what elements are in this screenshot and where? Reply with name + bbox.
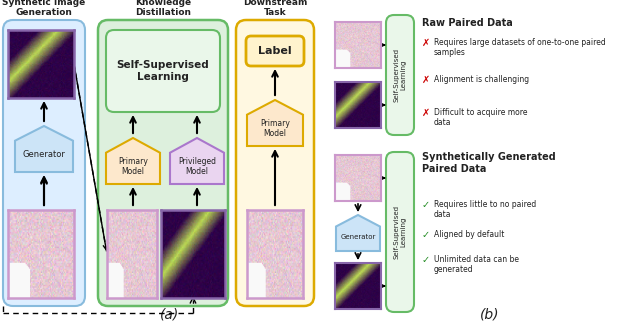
Text: Self-Supervised
Learning: Self-Supervised Learning: [116, 60, 209, 82]
Text: Unlimited data can be
generated: Unlimited data can be generated: [434, 255, 519, 274]
Text: Generator: Generator: [22, 150, 65, 159]
Text: Label: Label: [258, 46, 292, 56]
Text: Synthetic Image
Generation: Synthetic Image Generation: [3, 0, 86, 17]
FancyBboxPatch shape: [3, 20, 85, 306]
FancyBboxPatch shape: [246, 36, 304, 66]
Polygon shape: [15, 126, 73, 172]
Text: Requires large datasets of one-to-one paired
samples: Requires large datasets of one-to-one pa…: [434, 38, 605, 58]
Polygon shape: [170, 138, 224, 184]
Text: Downstream
Task: Downstream Task: [243, 0, 307, 17]
Text: Knowledge
Distillation: Knowledge Distillation: [135, 0, 191, 17]
Text: Raw Paired Data: Raw Paired Data: [422, 18, 513, 28]
Polygon shape: [247, 100, 303, 146]
Text: Synthetically Generated
Paired Data: Synthetically Generated Paired Data: [422, 152, 556, 174]
Text: Generator: Generator: [340, 234, 376, 240]
FancyBboxPatch shape: [106, 30, 220, 112]
Text: ✗: ✗: [422, 38, 430, 48]
Text: (a): (a): [161, 308, 180, 322]
Text: ✓: ✓: [422, 230, 430, 240]
Text: Difficult to acquire more
data: Difficult to acquire more data: [434, 108, 527, 127]
Text: Alignment is challenging: Alignment is challenging: [434, 75, 529, 84]
FancyBboxPatch shape: [236, 20, 314, 306]
Text: (b): (b): [480, 308, 500, 322]
Text: ✓: ✓: [422, 255, 430, 265]
Polygon shape: [336, 215, 380, 251]
FancyBboxPatch shape: [386, 15, 414, 135]
FancyBboxPatch shape: [386, 152, 414, 312]
Text: Requires little to no paired
data: Requires little to no paired data: [434, 200, 536, 219]
Text: Primary
Model: Primary Model: [118, 157, 148, 176]
Text: Aligned by default: Aligned by default: [434, 230, 504, 239]
Polygon shape: [106, 138, 160, 184]
Text: Self-Supervised
Learning: Self-Supervised Learning: [394, 205, 406, 259]
Text: ✗: ✗: [422, 75, 430, 85]
Text: Privileged
Model: Privileged Model: [178, 157, 216, 176]
Text: ✗: ✗: [422, 108, 430, 118]
Text: Primary
Model: Primary Model: [260, 119, 290, 138]
Text: Self-Supervised
Learning: Self-Supervised Learning: [394, 48, 406, 102]
FancyBboxPatch shape: [98, 20, 228, 306]
Text: ✓: ✓: [422, 200, 430, 210]
